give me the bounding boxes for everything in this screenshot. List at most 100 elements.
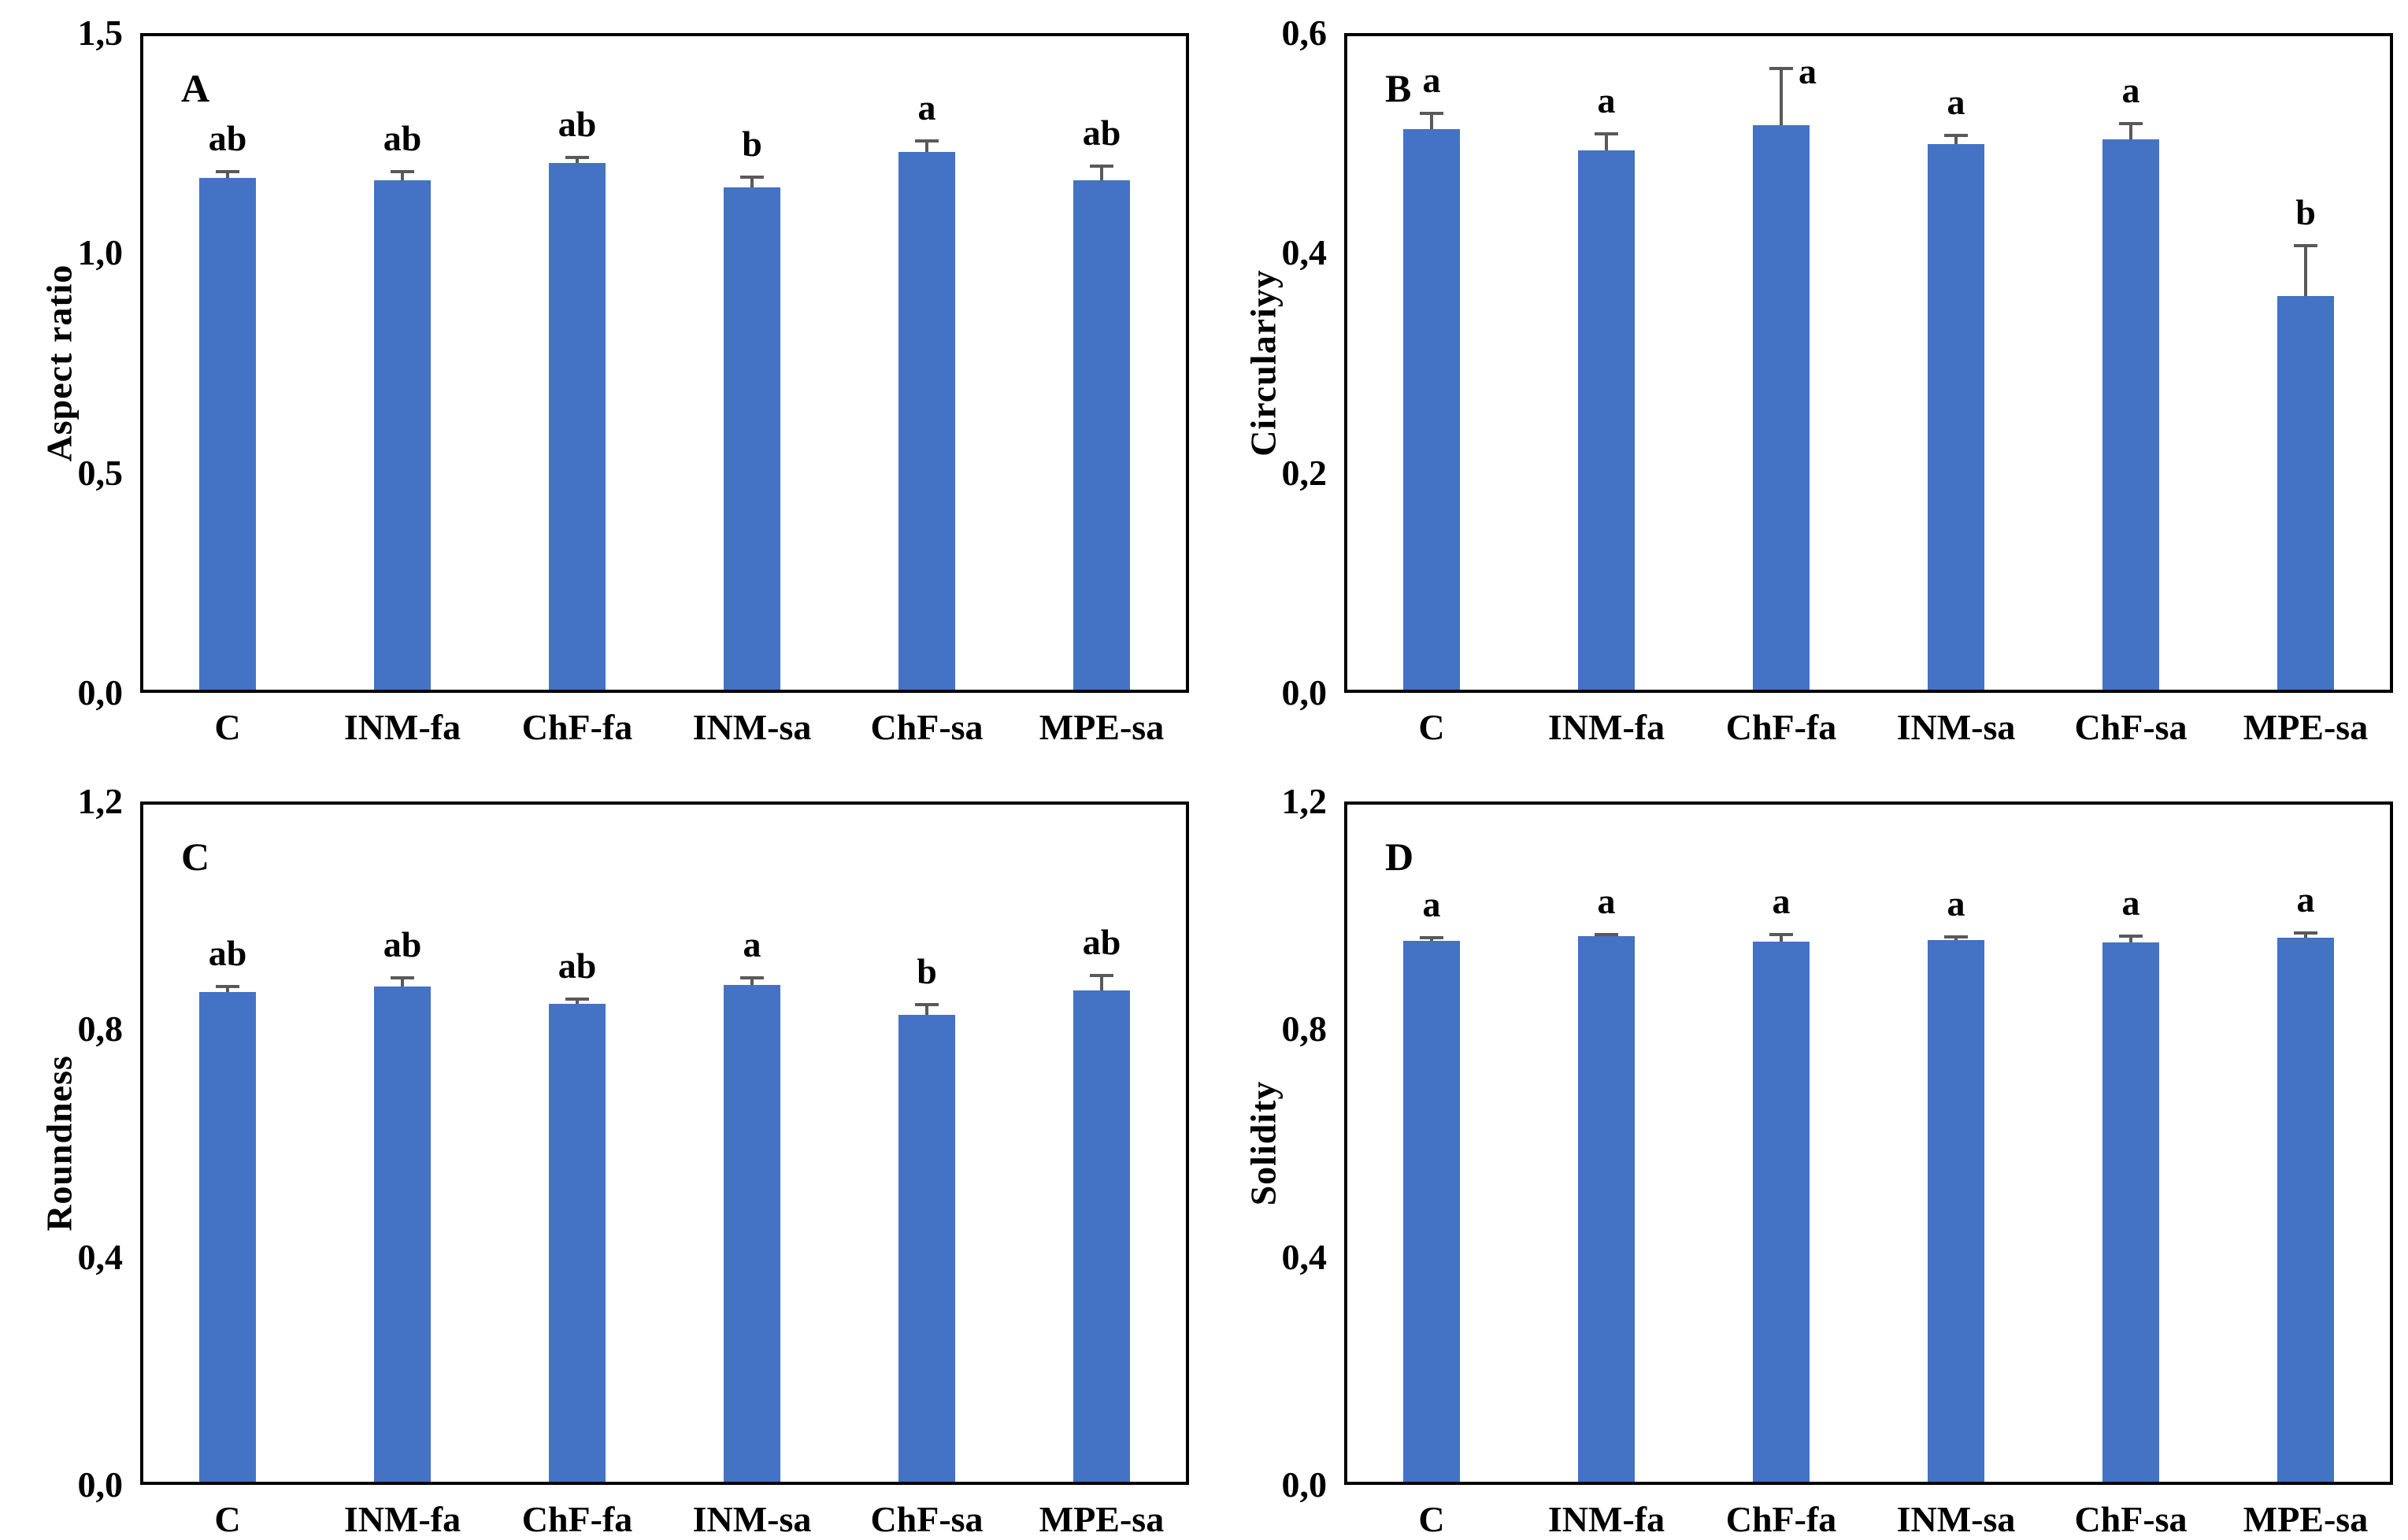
x-category-label: C [214,707,241,747]
error-bar-line [750,177,754,187]
y-axis-title: Aspect ratio [39,264,80,462]
error-bar-cap [2294,931,2317,935]
bar-INM-fa [1578,936,1635,1482]
y-tick-label: 1,0 [77,232,124,273]
bar-ChF-fa [1753,941,1810,1482]
plot-area [140,33,1189,693]
significance-letter: ab [383,924,422,965]
bar-ChF-fa [549,162,606,690]
bar-INM-fa [374,180,431,690]
bar-MPE-sa [2277,937,2334,1482]
y-tick-label: 0,0 [77,672,124,713]
significance-letter: ab [558,104,597,145]
y-axis-title: Roundness [39,1055,80,1231]
error-bar-cap [740,176,764,180]
significance-letter: a [743,924,761,964]
x-category-label: MPE-sa [1039,1499,1165,1539]
y-tick-label: 1,5 [77,13,124,53]
error-bar-line [2129,935,2132,943]
error-bar-line [401,978,404,987]
significance-letter: ab [1082,921,1121,962]
bar-INM-fa [374,987,431,1482]
bar-ChF-sa [2102,942,2159,1482]
panel-letter: B [1385,66,1412,110]
bar-ChF-sa [2102,139,2159,690]
significance-letter: b [917,951,937,992]
significance-letter: ab [558,945,597,986]
y-tick-label: 0,4 [77,1236,124,1277]
error-bar-line [925,140,928,152]
error-bar-cap [565,156,589,160]
significance-letter: a [1947,81,1965,122]
bar-INM-sa [724,984,780,1482]
plot-area [1344,33,2393,693]
x-category-label: INM-fa [343,707,461,747]
x-category-label: ChF-fa [1725,1499,1837,1539]
y-tick-label: 0,2 [1281,452,1328,493]
x-category-label: ChF-sa [870,1499,984,1539]
bar-MPE-sa [1073,180,1130,690]
x-category-label: INM-sa [692,1499,812,1539]
error-bar-line [2304,245,2307,296]
significance-letter: ab [383,117,422,158]
significance-letter: a [2121,69,2140,110]
bar-MPE-sa [1073,990,1130,1482]
error-bar-cap [915,1003,939,1007]
bar-ChF-fa [549,1003,606,1482]
significance-letter: ab [208,117,247,158]
bar-C [199,178,256,690]
error-bar-line [1780,68,1783,126]
significance-letter: a [1597,880,1616,921]
x-category-label: C [1418,1499,1445,1539]
error-bar-line [1605,134,1608,151]
error-bar-cap [2119,934,2143,938]
x-category-label: ChF-fa [1725,707,1837,747]
error-bar-cap [1595,932,1618,936]
error-bar-cap [2294,243,2317,247]
error-bar-cap [1944,935,1968,939]
error-bar-cap [216,169,239,173]
panel-letter: C [181,835,210,879]
error-bar-line [1780,935,1783,942]
significance-letter: ab [1082,112,1121,153]
error-bar-line [750,977,754,985]
error-bar-line [1100,975,1103,991]
y-tick-label: 0,4 [1281,1236,1328,1277]
error-bar-cap [1769,66,1793,70]
error-bar-cap [2119,121,2143,125]
x-category-label: INM-fa [1547,707,1665,747]
error-bar-cap [565,997,589,1001]
error-bar-line [401,171,404,181]
error-bar-line [1430,113,1433,129]
bar-C [199,992,256,1482]
x-category-label: ChF-sa [870,707,984,747]
error-bar-line [2304,933,2307,938]
y-tick-label: 0,8 [1281,1009,1328,1049]
y-tick-label: 0,6 [1281,13,1328,53]
significance-letter: a [1422,883,1441,924]
error-bar-line [1100,165,1103,181]
y-tick-label: 0,4 [1281,232,1328,273]
error-bar-cap [1595,132,1618,136]
x-category-label: MPE-sa [2243,1499,2369,1539]
x-category-label: ChF-sa [2074,1499,2188,1539]
y-tick-label: 0,8 [77,1009,124,1049]
error-bar-line [2129,123,2132,140]
y-tick-label: 0,0 [77,1464,124,1505]
error-bar-cap [391,169,414,173]
bar-ChF-sa [898,1015,955,1482]
y-tick-label: 0,0 [1281,1464,1328,1505]
error-bar-cap [1090,973,1113,977]
significance-letter: a [1947,883,1965,924]
error-bar-cap [391,976,414,980]
panel-letter: D [1385,835,1414,879]
bar-C [1403,941,1460,1482]
bar-INM-sa [724,187,780,690]
x-category-label: ChF-sa [2074,707,2188,747]
error-bar-line [1954,135,1958,145]
error-bar-line [226,171,229,179]
significance-letter: b [2295,191,2316,232]
x-category-label: C [1418,707,1445,747]
